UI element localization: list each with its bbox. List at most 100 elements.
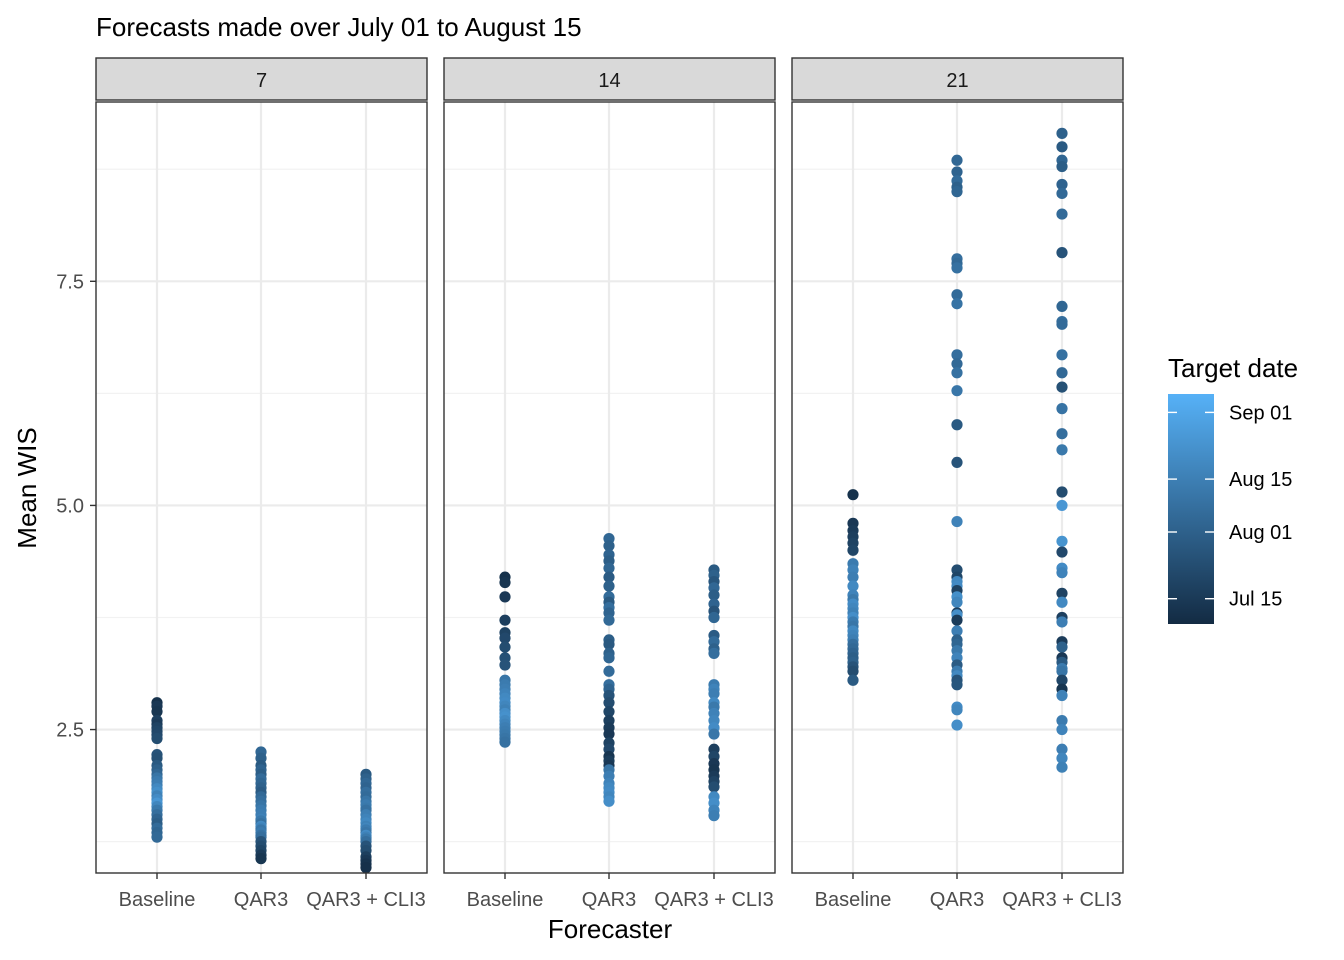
data-point <box>151 732 163 745</box>
data-point <box>1056 178 1068 191</box>
x-tick-label: QAR3 <box>930 889 984 911</box>
x-tick-label: Baseline <box>467 889 544 911</box>
data-point <box>603 562 615 574</box>
legend: Target date Sep 01 Aug 15 Aug 01 Jul 15 <box>1168 353 1298 624</box>
data-point <box>603 706 615 718</box>
data-point <box>499 614 511 626</box>
data-point <box>951 679 963 691</box>
data-point <box>708 589 720 601</box>
y-axis-title: Mean WIS <box>12 427 42 548</box>
data-point <box>1056 567 1068 579</box>
facet-panel-21: 21 Baseline QAR3 QAR3 + CLI3 <box>791 57 1124 911</box>
data-point <box>1056 349 1068 361</box>
data-point <box>499 591 511 603</box>
x-tick-label: QAR3 + CLI3 <box>654 889 774 911</box>
x-tick-label: QAR3 <box>234 889 288 911</box>
x-tick-label: QAR3 + CLI3 <box>306 889 426 911</box>
x-tick-label: Baseline <box>119 889 196 911</box>
legend-title: Target date <box>1168 353 1298 383</box>
data-point <box>603 571 615 583</box>
data-point <box>708 810 720 822</box>
chart-title: Forecasts made over July 01 to August 15 <box>96 12 582 42</box>
data-point <box>951 385 963 397</box>
data-point <box>499 641 511 653</box>
data-point <box>151 831 163 843</box>
x-tick-label: QAR3 + CLI3 <box>1002 889 1122 911</box>
data-point <box>951 358 963 370</box>
data-point <box>603 652 615 664</box>
data-point <box>1056 596 1068 608</box>
data-point <box>951 596 963 608</box>
data-point <box>708 781 720 793</box>
data-point <box>951 625 963 637</box>
data-point <box>847 674 859 686</box>
data-point <box>1056 641 1068 653</box>
data-point <box>1056 761 1068 773</box>
data-point <box>1056 587 1068 599</box>
data-point <box>951 515 963 528</box>
y-tick-label: 5.0 <box>56 495 84 517</box>
facet-strip-label: 14 <box>598 70 620 92</box>
data-point <box>951 704 963 716</box>
data-point <box>603 638 615 650</box>
y-tick-label: 7.5 <box>56 271 84 293</box>
data-point <box>951 289 963 301</box>
x-axis-title: Forecaster <box>548 914 673 944</box>
data-point <box>1056 367 1068 379</box>
x-tick-label: Baseline <box>815 889 892 911</box>
data-point <box>1056 141 1068 153</box>
facet-strip <box>791 57 1124 101</box>
data-point <box>1056 247 1068 259</box>
data-point <box>951 262 963 274</box>
data-point <box>951 614 963 626</box>
data-point <box>1056 714 1068 727</box>
data-point <box>951 186 963 198</box>
data-point <box>499 736 511 748</box>
data-point <box>951 456 963 468</box>
data-point <box>951 298 963 310</box>
data-point <box>847 580 859 592</box>
data-point <box>951 349 963 361</box>
data-point <box>603 540 615 552</box>
data-point <box>847 489 859 501</box>
data-point <box>708 688 720 700</box>
data-point <box>847 665 859 677</box>
data-point <box>1056 743 1068 755</box>
data-point <box>603 728 615 740</box>
data-point <box>1056 535 1068 547</box>
facet-strip-label: 7 <box>256 70 267 92</box>
y-axis: 2.5 5.0 7.5 <box>56 271 96 742</box>
data-point <box>951 719 963 731</box>
data-point <box>847 571 859 583</box>
data-point <box>603 665 615 677</box>
data-point <box>151 706 163 718</box>
data-point <box>603 795 615 807</box>
data-point <box>1056 723 1068 736</box>
legend-colorbar <box>1168 394 1214 624</box>
legend-label: Aug 01 <box>1229 522 1292 544</box>
legend-label: Aug 15 <box>1229 469 1292 491</box>
data-point <box>1056 674 1068 686</box>
data-point <box>1056 486 1068 498</box>
data-point <box>1056 665 1068 677</box>
facet-panels: 7 Baseline QAR3 QAR3 + CLI3 14 Baseline QAR3 QA… <box>56 57 1124 911</box>
data-point <box>255 853 267 865</box>
facet-strip <box>443 57 776 101</box>
data-point <box>951 154 963 166</box>
data-point <box>1056 428 1068 440</box>
data-point <box>603 614 615 626</box>
data-point <box>1056 127 1068 139</box>
data-point <box>708 728 720 740</box>
data-point <box>1056 187 1068 200</box>
facet-strip-label: 21 <box>946 70 968 92</box>
data-point <box>1056 689 1068 702</box>
data-point <box>708 611 720 624</box>
facet-panel-14: 14 Baseline QAR3 QAR3 + CLI3 <box>443 57 776 911</box>
data-point <box>499 632 511 644</box>
data-point <box>499 576 511 589</box>
data-point <box>1056 208 1068 220</box>
data-point <box>951 367 963 379</box>
legend-label: Sep 01 <box>1229 402 1292 424</box>
data-point <box>1056 318 1068 330</box>
